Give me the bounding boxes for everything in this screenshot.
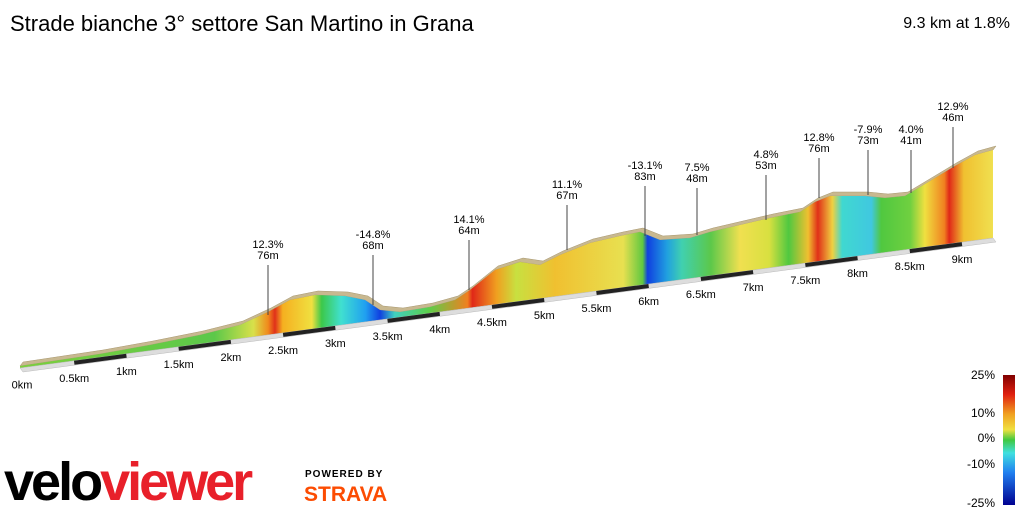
- profile-labels: 0km 0.5km 1km 1.5km 2km 2.5km 3km 3.5km 4km 4.5km…: [12, 101, 973, 392]
- km-segment: [178, 339, 232, 351]
- annotation-grade: 7.5%: [684, 162, 709, 174]
- km-segment: [387, 311, 441, 323]
- annotation-length: 48m: [686, 173, 707, 185]
- annotation-grade: 12.9%: [937, 101, 968, 113]
- legend-label: -25%: [967, 496, 995, 510]
- distance-label: 7km: [743, 282, 764, 294]
- annotation-length: 73m: [857, 135, 878, 147]
- km-segment: [596, 284, 649, 295]
- annotation-grade: -13.1%: [628, 160, 663, 172]
- annotation-grade: -14.8%: [356, 229, 391, 241]
- legend-label: 0%: [978, 431, 996, 445]
- km-segment: [909, 242, 963, 254]
- distance-label: 0km: [12, 380, 33, 392]
- logo-left: velo: [4, 452, 101, 512]
- distance-label: 0.5km: [59, 373, 89, 385]
- distance-label: 8km: [847, 268, 868, 280]
- km-segment: [805, 256, 858, 268]
- annotation-length: 46m: [942, 112, 963, 124]
- distance-label: 2.5km: [268, 345, 298, 357]
- title: Strade bianche 3° settore San Martino in…: [10, 11, 474, 36]
- distance-label: 7.5km: [790, 275, 820, 287]
- summary: 9.3 km at 1.8%: [903, 15, 1010, 32]
- distance-label: 3.5km: [373, 331, 403, 343]
- grade-scale: [1003, 375, 1015, 505]
- annotation-length: 68m: [362, 240, 383, 252]
- annotation-grade: 12.8%: [803, 132, 834, 144]
- logo: veloviewer: [4, 452, 253, 512]
- distance-label: 1.5km: [164, 359, 194, 371]
- legend-label: 10%: [971, 406, 995, 420]
- distance-label: 6km: [638, 296, 659, 308]
- elevation-profile: [19, 145, 997, 373]
- km-segment: [700, 270, 754, 282]
- annotation-length: 76m: [257, 250, 278, 262]
- distance-label: 8.5km: [895, 261, 925, 273]
- annotation-grade: -7.9%: [854, 124, 883, 136]
- distance-label: 4km: [429, 324, 450, 336]
- legend-label: -10%: [967, 457, 995, 471]
- powered-by: POWERED BY: [305, 469, 383, 480]
- grade-legend: 25% 10% 0% -10% -25%: [967, 368, 995, 510]
- annotation-grade: 4.8%: [753, 149, 778, 161]
- legend-label: 25%: [971, 368, 995, 382]
- logo-right: viewer: [100, 452, 253, 512]
- annotation-length: 83m: [634, 171, 655, 183]
- profile-face: [20, 150, 993, 368]
- annotation-length: 53m: [755, 160, 776, 172]
- distance-label: 9km: [952, 254, 973, 266]
- distance-label: 3km: [325, 338, 346, 350]
- annotation-grade: 14.1%: [453, 214, 484, 226]
- partner: STRAVA: [304, 483, 387, 506]
- distance-label: 1km: [116, 366, 137, 378]
- annotation-length: 64m: [458, 225, 479, 237]
- km-segment: [73, 353, 127, 365]
- distance-label: 5km: [534, 310, 555, 322]
- distance-label: 2km: [220, 352, 241, 364]
- km-segment: [282, 325, 336, 337]
- annotation-length: 76m: [808, 143, 829, 155]
- km-segment: [491, 297, 545, 309]
- annotation-length: 67m: [556, 190, 577, 202]
- distance-label: 4.5km: [477, 317, 507, 329]
- annotation-grade: 11.1%: [552, 179, 583, 191]
- annotation-grade: 4.0%: [898, 124, 923, 136]
- distance-label: 5.5km: [581, 303, 611, 315]
- distance-label: 6.5km: [686, 289, 716, 301]
- annotation-length: 41m: [900, 135, 921, 147]
- annotation-grade: 12.3%: [252, 239, 283, 251]
